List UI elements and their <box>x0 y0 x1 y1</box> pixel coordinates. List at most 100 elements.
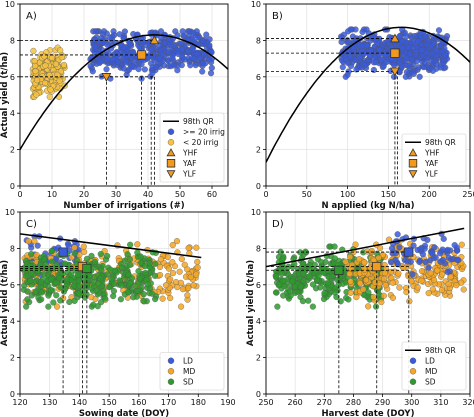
data-point <box>356 256 363 263</box>
data-point <box>57 297 64 304</box>
data-point <box>68 271 75 278</box>
data-point <box>381 270 388 277</box>
data-point <box>177 303 185 310</box>
data-point <box>433 53 440 60</box>
y-tick-label: 10 <box>5 0 15 9</box>
data-point <box>194 258 201 266</box>
data-point <box>28 270 35 277</box>
data-point <box>169 241 176 249</box>
yield-marker-tri-down <box>101 73 112 82</box>
data-point <box>135 66 142 73</box>
x-tick-label: 20 <box>79 190 89 199</box>
data-point <box>151 272 159 279</box>
data-point <box>45 303 52 310</box>
data-point <box>176 268 183 275</box>
data-point <box>407 258 414 265</box>
data-point <box>146 260 153 267</box>
data-point <box>169 259 176 266</box>
legend-label: MD <box>425 367 437 376</box>
data-point <box>59 270 66 277</box>
plot-frame <box>265 3 471 187</box>
data-point <box>118 282 125 289</box>
data-point <box>35 267 42 274</box>
data-point <box>370 33 377 41</box>
data-point <box>93 287 100 294</box>
qr-98th-line <box>20 34 228 150</box>
y-tick-label: 2 <box>10 146 15 155</box>
yield-marker-square <box>137 50 147 60</box>
data-point <box>120 65 127 72</box>
data-point <box>136 44 143 51</box>
data-point <box>140 291 147 298</box>
x-tick-label: 310 <box>433 398 448 407</box>
y-tick-label: 0 <box>256 390 261 399</box>
data-point <box>273 273 280 280</box>
x-tick-label: 10 <box>47 190 57 199</box>
data-point <box>97 275 104 282</box>
data-point <box>329 272 336 280</box>
data-point <box>429 250 436 257</box>
plot-frame <box>19 3 229 187</box>
data-point <box>134 249 141 256</box>
data-point <box>359 28 366 36</box>
data-point <box>353 66 360 73</box>
data-point <box>132 282 139 289</box>
yield-marker-square <box>390 48 400 58</box>
yield-marker-square <box>82 263 92 274</box>
data-point <box>165 265 172 272</box>
data-point <box>41 256 48 263</box>
yield-marker-tri-down <box>390 67 400 77</box>
y-tick-label: 8 <box>256 244 261 253</box>
data-point <box>169 270 177 277</box>
data-point <box>156 263 164 271</box>
data-point <box>174 67 181 74</box>
data-point <box>359 42 366 50</box>
x-tick-label: 270 <box>317 398 332 407</box>
data-point <box>116 31 123 38</box>
data-point <box>180 32 187 39</box>
panel-c: 120 130 140 150 160 170 180 190 0 2 4 6 8 10 Sowing da… <box>0 208 236 417</box>
panel-label: B) <box>272 11 283 22</box>
data-point <box>416 258 423 265</box>
data-point <box>444 268 451 275</box>
data-point <box>361 266 368 273</box>
data-point <box>138 61 145 68</box>
data-point <box>75 290 82 297</box>
yield-marker-square <box>334 265 344 275</box>
data-point <box>92 28 99 35</box>
data-point <box>331 289 338 296</box>
legend-key-dot <box>167 378 175 385</box>
data-point <box>345 296 352 303</box>
data-point <box>318 258 325 266</box>
data-point <box>181 56 188 63</box>
data-point <box>138 259 145 266</box>
data-point <box>389 279 396 286</box>
x-tick-label: 130 <box>42 398 57 407</box>
legend-box <box>159 352 225 391</box>
data-point <box>65 242 72 249</box>
data-point <box>439 257 446 264</box>
data-point <box>370 66 377 74</box>
data-point <box>28 251 35 258</box>
y-axis-label: Actual yield (t/ha) <box>246 260 256 346</box>
legend-label: YHF <box>424 148 440 157</box>
data-point <box>405 44 412 51</box>
y-tick-label: 6 <box>10 73 15 82</box>
data-point <box>71 297 78 304</box>
data-point <box>441 52 448 59</box>
data-point <box>429 67 437 74</box>
data-point <box>175 50 182 58</box>
panel-label: C) <box>26 219 37 230</box>
x-tick-label: 140 <box>72 398 87 407</box>
data-point <box>389 294 397 301</box>
data-point <box>23 303 30 310</box>
data-point <box>392 249 399 257</box>
data-point <box>431 277 438 284</box>
data-point <box>272 289 280 296</box>
data-point <box>179 286 186 293</box>
data-point <box>156 271 164 279</box>
legend-box <box>401 341 467 391</box>
data-point <box>31 238 38 245</box>
data-point <box>50 299 57 306</box>
